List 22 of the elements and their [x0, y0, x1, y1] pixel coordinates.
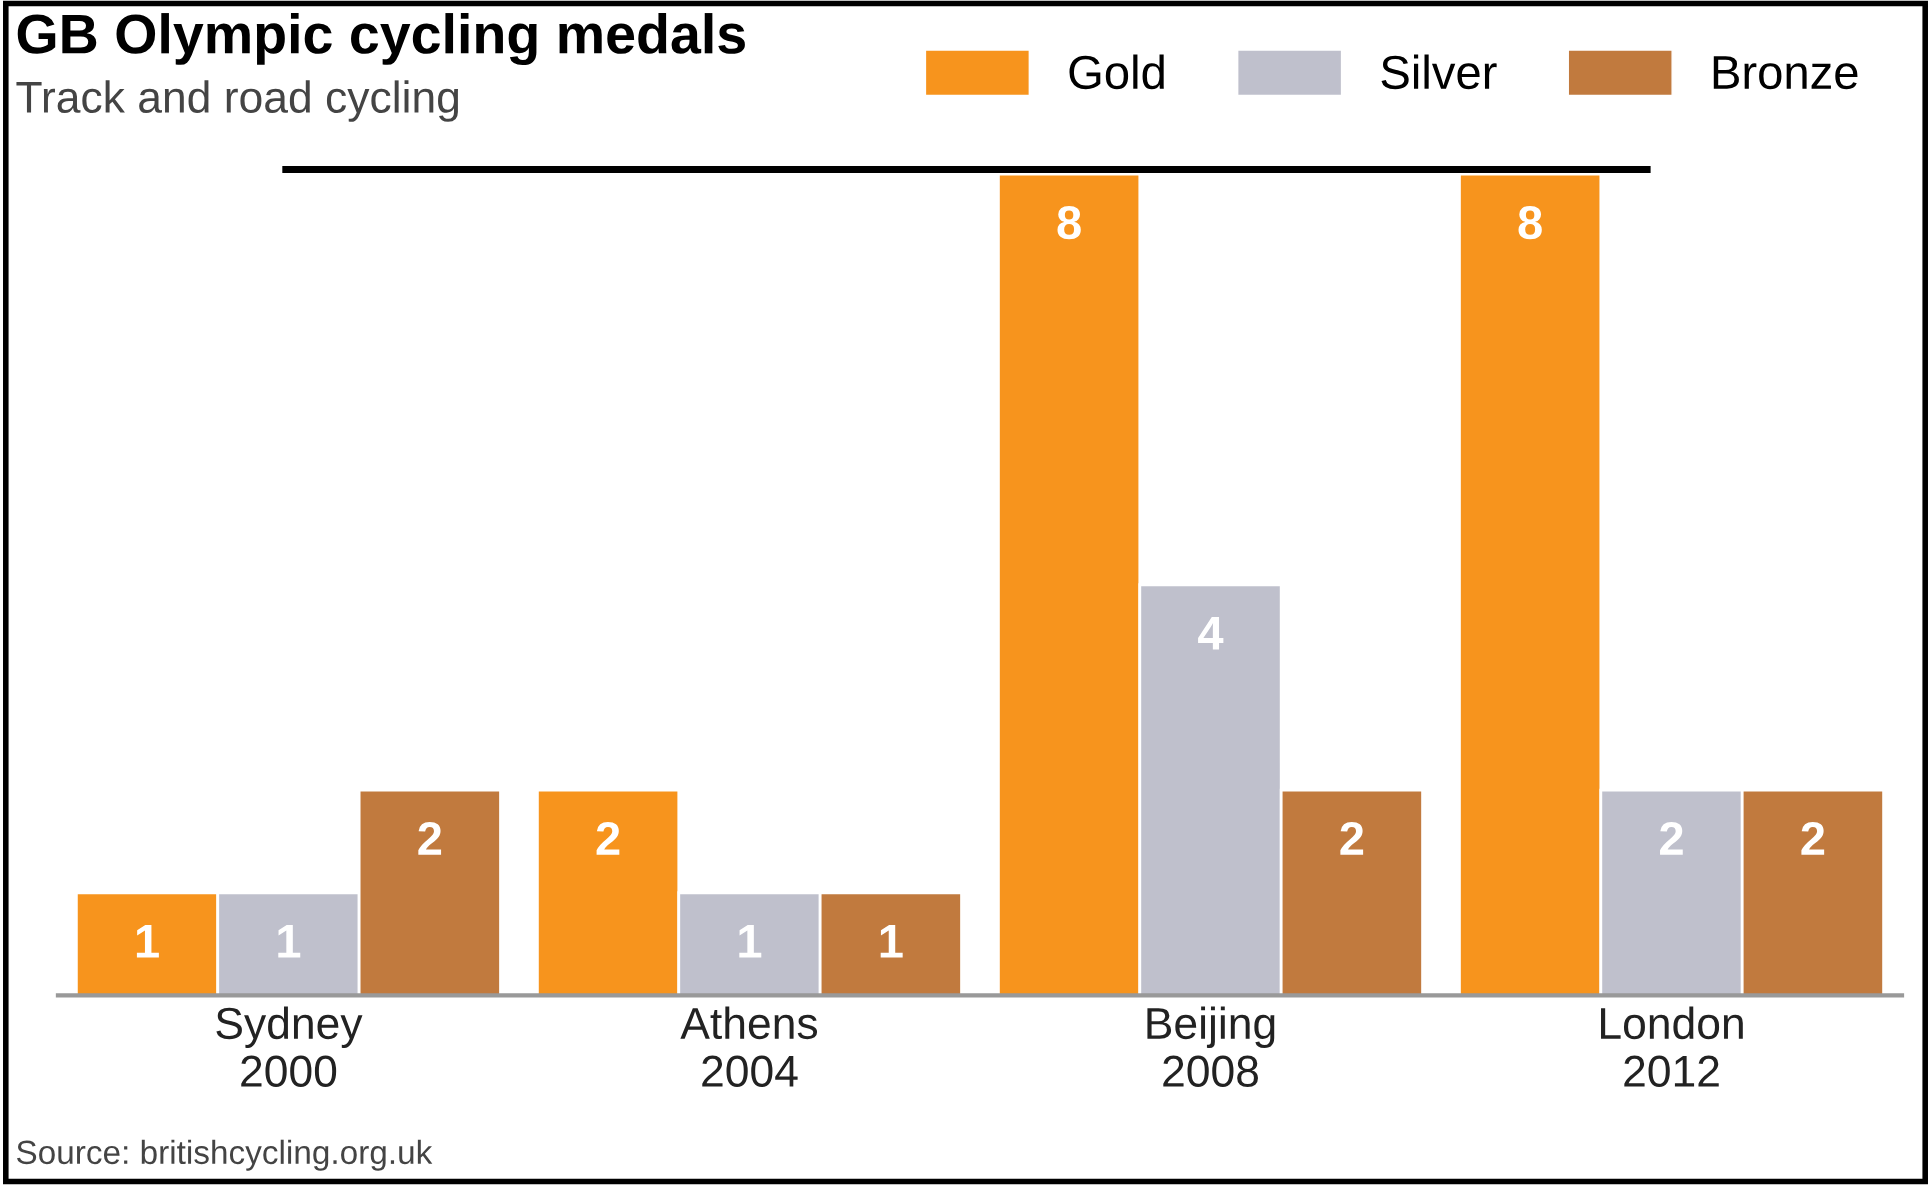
legend-label: Bronze [1713, 56, 1858, 90]
x-tick-label: Sydney 2000 [216, 1006, 363, 1088]
data-label: 8 [1518, 205, 1542, 240]
data-label: 2 [1660, 821, 1683, 855]
data-label: 1 [739, 925, 762, 958]
chart-title: GB Olympic cycling medals [17, 13, 745, 66]
data-label: 2 [418, 821, 442, 855]
x-tick-label: Beijing 2008 [1147, 1006, 1275, 1088]
data-label: 2 [1801, 821, 1825, 855]
source-note: Source: britishcycling.org.uk [16, 1139, 433, 1171]
legend-label: Gold [1069, 54, 1164, 90]
x-tick-label: Athens 2004 [680, 1006, 818, 1088]
legend-label: Silver [1381, 54, 1497, 90]
data-label: 1 [880, 925, 903, 958]
data-label: 4 [1198, 617, 1224, 650]
x-tick-label: London 2012 [1601, 1006, 1743, 1088]
data-label: 1 [136, 925, 159, 958]
data-label: 2 [596, 821, 620, 855]
chart-subtitle: Track and road cycling [16, 80, 459, 122]
data-label: 8 [1057, 205, 1081, 240]
data-label: 1 [278, 925, 301, 958]
data-label: 2 [1340, 821, 1364, 855]
